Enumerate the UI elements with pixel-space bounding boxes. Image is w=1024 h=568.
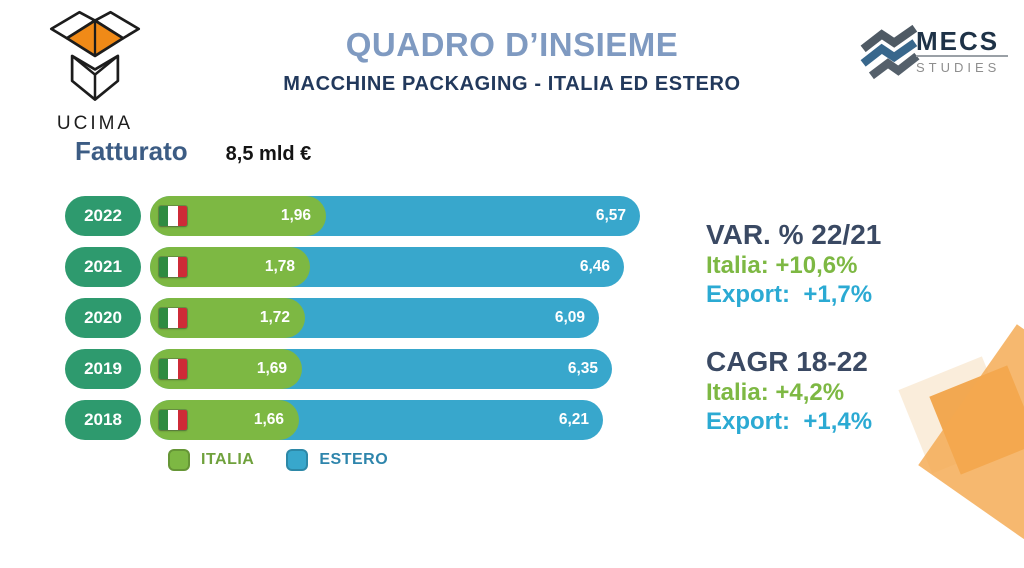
stat-block-var: VAR. % 22/21 Italia: +10,6% Export: +1,7… <box>706 219 881 309</box>
mecs-zigzag-icon <box>860 24 920 80</box>
legend-label: ESTERO <box>319 451 389 468</box>
mecs-logo-sub: STUDIES <box>916 60 1001 75</box>
kpi-label: Fatturato <box>75 136 188 166</box>
kpi: Fatturato 8,5 mld € <box>75 136 311 167</box>
legend-item-estero: ESTERO <box>286 449 388 471</box>
mecs-logo-name: MECS <box>916 26 1000 56</box>
stats-panel: VAR. % 22/21 Italia: +10,6% Export: +1,7… <box>706 219 881 436</box>
legend-swatch <box>286 449 309 471</box>
mecs-logo-text: MECS STUDIES <box>916 26 1008 75</box>
chart-row: 2021 6,46 1,78 <box>65 247 985 287</box>
legend-swatch <box>168 449 190 471</box>
year-pill: 2022 <box>65 196 141 236</box>
stat-row-italia: Italia: +10,6% <box>706 252 858 279</box>
kpi-value: 8,5 mld € <box>225 143 312 165</box>
chart-row: 2020 6,09 1,72 <box>65 298 985 338</box>
legend-label: ITALIA <box>201 451 255 468</box>
stat-heading: CAGR 18-22 <box>706 346 868 377</box>
year-pill: 2021 <box>65 247 141 287</box>
chart-row: 2018 6,21 1,66 <box>65 400 985 440</box>
italy-flag-icon <box>158 409 188 431</box>
year-pill: 2018 <box>65 400 141 440</box>
open-box-icon <box>49 10 141 101</box>
mecs-logo: MECS STUDIES <box>856 22 1016 82</box>
ucima-logo-label: UCIMA <box>56 113 134 134</box>
chart-row: 2022 6,57 1,96 <box>65 196 985 236</box>
page-title: QUADRO D’INSIEME <box>345 26 679 63</box>
title-block: QUADRO D’INSIEME MACCHINE PACKAGING - IT… <box>232 26 792 96</box>
stat-row-italia: Italia: +4,2% <box>706 379 845 406</box>
italy-flag-icon <box>158 358 188 380</box>
stat-row-export: Export: +1,7% <box>706 281 873 308</box>
bar-segment-italia: 1,66 <box>150 400 299 440</box>
italy-flag-icon <box>158 205 188 227</box>
ucima-logo: UCIMA <box>34 10 156 135</box>
mecs-logo-divider <box>916 55 1008 57</box>
year-pill: 2020 <box>65 298 141 338</box>
stat-heading: VAR. % 22/21 <box>706 219 882 250</box>
chart-legend: ITALIA ESTERO <box>168 449 388 471</box>
year-pill: 2019 <box>65 349 141 389</box>
italy-flag-icon <box>158 307 188 329</box>
revenue-bar-chart: 2022 6,57 1,96 2021 6,46 1,78 2020 6,09 … <box>65 196 985 451</box>
page-subtitle: MACCHINE PACKAGING - ITALIA ED ESTERO <box>283 73 741 95</box>
italy-flag-icon <box>158 256 188 278</box>
stat-block-cagr: CAGR 18-22 Italia: +4,2% Export: +1,4% <box>706 346 881 436</box>
stat-row-export: Export: +1,4% <box>706 408 873 435</box>
legend-item-italia: ITALIA <box>168 449 254 471</box>
chart-row: 2019 6,35 1,69 <box>65 349 985 389</box>
